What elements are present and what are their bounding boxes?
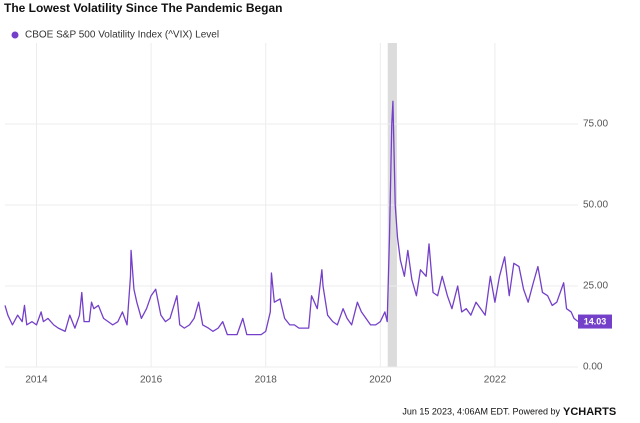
legend-label: CBOE S&P 500 Volatility Index (^VIX) Lev… bbox=[25, 30, 219, 41]
chart-title: The Lowest Volatility Since The Pandemic… bbox=[4, 1, 283, 15]
x-tick-label: 2016 bbox=[140, 375, 163, 386]
y-tick-label: 50.00 bbox=[583, 200, 608, 211]
y-tick-label: 0.00 bbox=[583, 362, 603, 373]
y-tick-label: 25.00 bbox=[583, 281, 608, 292]
logo: YCHARTS bbox=[563, 406, 616, 418]
y-tick-label: 75.00 bbox=[583, 119, 608, 130]
legend-marker bbox=[11, 31, 19, 39]
last-value-label: 14.03 bbox=[584, 316, 607, 326]
x-tick-label: 2020 bbox=[369, 375, 392, 386]
x-tick-label: 2014 bbox=[25, 375, 48, 386]
x-tick-label: 2022 bbox=[484, 375, 507, 386]
last-value-box bbox=[578, 314, 612, 329]
footer: Jun 15 2023, 4:06AM EDT. Powered by bbox=[402, 406, 560, 416]
line bbox=[4, 100, 579, 336]
x-tick-label: 2018 bbox=[255, 375, 278, 386]
